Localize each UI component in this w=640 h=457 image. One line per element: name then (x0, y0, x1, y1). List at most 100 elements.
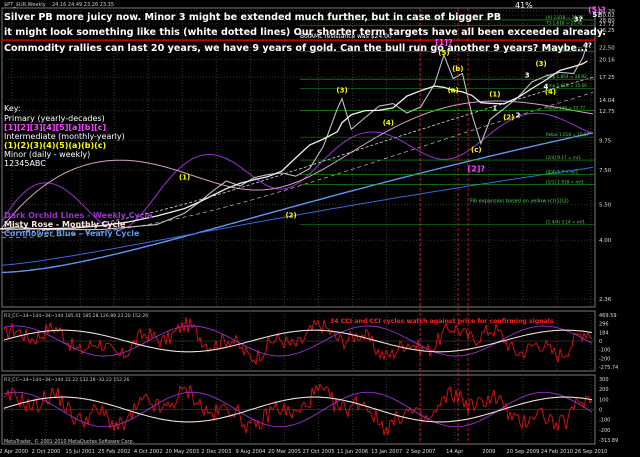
orchid-cycle-line (1, 112, 594, 231)
price-axis-label: 30.02 (599, 13, 615, 19)
fib-level-label: Tmp 1.618 = 15.60 (545, 83, 587, 88)
cornflower-cycle-line (1, 132, 594, 274)
cci1-title: R3_CC~34~144~34~144 185.41 185.28 126.89… (4, 313, 148, 319)
price-axis-label: 12.75 (599, 109, 615, 115)
fib-level-label: Tmp 1.854 = 16.92 (545, 74, 587, 79)
cci2-axis-label: 100 (599, 397, 609, 403)
annotation-line-1: Silver PB more juicy now. Minor 3 might … (4, 12, 502, 23)
annotation-line-2: it might look something like this (white… (4, 27, 606, 38)
cci2-axis-label: 0 (599, 408, 602, 414)
fib-level-label: Rebal 146 = 12.77 (546, 106, 586, 111)
ohlc-readout: 24.16 24.49 23.26 23.35 (52, 2, 114, 8)
wave-label: 5? (592, 11, 601, 19)
price-axis-label: 26.25 (599, 28, 615, 34)
cci1-axis-label: -200 (599, 356, 610, 362)
wave-label: (4) (383, 119, 394, 127)
price-axis-label: 2.36 (599, 297, 612, 303)
key-primary-labels: [1][2][3][4][5][a][b][c] (4, 123, 107, 132)
x-axis-label: 20 Mar 2005 (268, 449, 301, 455)
x-axis-label: 2009 (482, 449, 495, 455)
price-axis-label: 7.50 (599, 168, 612, 174)
wave-label: (2) (285, 212, 296, 220)
cci2-smooth-line (3, 396, 593, 423)
cci2-axis-label: -200 (599, 428, 610, 434)
x-axis-label: 2 Sep 2007 (406, 449, 436, 455)
wave-label: (b) (452, 65, 463, 73)
wave-label: (1) (489, 90, 500, 98)
cci-note: 34 CCI and CCI cycles watch against pric… (330, 318, 554, 325)
price-axis-label: 9.75 (599, 139, 612, 145)
cci2-cycle-line (3, 391, 593, 428)
top-marker-text: 41% (515, 1, 533, 10)
wave-label: (c) (471, 146, 482, 154)
legend-cornflower: Cornflower Blue - Yearly Cycle (4, 229, 140, 238)
chart-title: $PT_$UR,Weekly (4, 2, 46, 8)
x-axis-label: 25 Feb 2002 (98, 449, 130, 455)
x-axis-label: 13 Jan 2007 (371, 449, 402, 455)
footer-copyright: MetaTrader, © 2001-2010 MetaQuotes Softw… (4, 438, 134, 445)
x-axis-label: 24 Feb 2010 (541, 449, 573, 455)
rose-cycle-line (1, 100, 594, 229)
cci2-axis-label: -100 (599, 418, 610, 424)
cci1-axis-label: 296 (599, 322, 609, 328)
x-axis-label: 20 May 2003 (165, 449, 199, 455)
x-axis-label: 2 Dec 2003 (201, 449, 231, 455)
key-heading: Key: (4, 104, 21, 113)
x-axis-label: 4 Oct 2002 (134, 449, 163, 455)
resistance-label: BofAML resistance was $24.00 (300, 33, 392, 40)
x-axis-label: 27 Oct 2005 (302, 449, 334, 455)
fib-level-label: (1/1) 1.618 = m/1 (546, 179, 584, 184)
wave-label: (a) (448, 87, 459, 95)
cci2-axis-label: -313.89 (599, 438, 618, 444)
cci2-axis-label: 200 (599, 387, 609, 393)
x-axis-label: 20 Sep 2009 (506, 449, 539, 455)
x-axis-label: 2 Oct 2000 (32, 449, 61, 455)
primary-wave-label: [1]? (435, 38, 453, 47)
cci1-cci-line (3, 317, 593, 366)
cci1-axis-label: -275.74 (599, 365, 618, 371)
fib-level-label: (1.4/4) 3.14 = m/1 (546, 220, 585, 225)
key-primary: Primary (yearly-decades) (4, 114, 105, 123)
cci2-axis-label: 300 (599, 377, 609, 383)
wave-label: (2) (503, 113, 514, 121)
cci1-axis-label: 0 (599, 339, 602, 345)
x-axis-label: 14 Apr (446, 449, 464, 455)
price-axis-label: 14.04 (599, 98, 615, 104)
fib-level-label: (2/4) 9.17 = m/1 (546, 155, 581, 160)
fib-level-label: T2 0.982 = 21.72 (545, 46, 583, 51)
white-dashed-line (2, 92, 594, 238)
x-axis-label: 15 Jul 2001 (65, 449, 94, 455)
x-axis-label: 22 Apr 2000 (0, 449, 28, 455)
annotation-line-3: Commodity rallies can last 20 years, we … (4, 43, 588, 54)
cci1-axis-label: 184 (599, 330, 609, 336)
key-minor: Minor (daily - weekly) (4, 150, 91, 159)
cci1-axis-label: 469.59 (599, 313, 617, 319)
price-series-line (0, 42, 588, 231)
price-axis-label: 31.20 (599, 9, 615, 15)
wave-label: 3 (525, 71, 530, 79)
primary-wave-label: (5)? (588, 6, 606, 15)
wave-label: (1) (179, 173, 190, 181)
price-axis-label: 27.72 (599, 22, 615, 28)
legend-orchid: Dark Orchid Lines - Weekly Cycle (4, 211, 153, 220)
fib-level-label: (0/4) 5.7 = m/1 (546, 170, 579, 175)
primary-wave-label: [2]? (468, 165, 486, 174)
cci1-cycle-line (3, 325, 593, 357)
wave-label: (4) (545, 88, 556, 96)
wave-label: 2 (516, 112, 521, 120)
price-axis-label: 17.25 (599, 75, 615, 81)
white-ma-line (0, 60, 588, 230)
cornflower-cycle-line-2 (1, 166, 594, 266)
cci1-smooth-line (3, 329, 593, 353)
fib-level-label: T3 1.618 = 27.42 (545, 20, 583, 25)
fib-level-label: Rebal 1.618 = 10.07 (546, 132, 589, 137)
cci1-axis-label: -100 (599, 348, 610, 354)
price-axis-label: 4.00 (599, 238, 612, 244)
white-dotted-line (1, 76, 594, 233)
price-axis-label: 20.16 (599, 58, 615, 64)
fib-level-label: (A) 2.618 = 28.75 (546, 15, 584, 20)
x-axis-label: 11 Jun 2006 (337, 449, 368, 455)
price-axis-label: 5.50 (599, 203, 612, 209)
key-minor-labels: 12345ABC (4, 159, 46, 168)
